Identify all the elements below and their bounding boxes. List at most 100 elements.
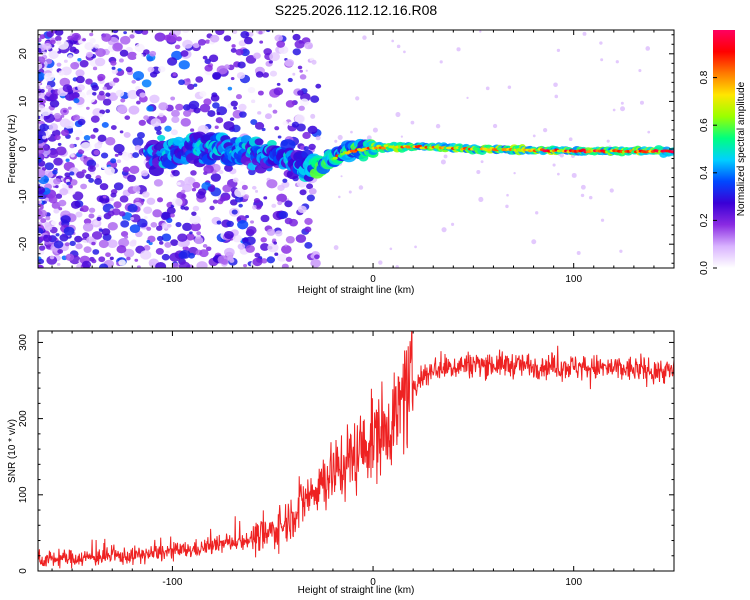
spectrogram-cell: [48, 123, 59, 131]
spectrogram-cell: [98, 228, 103, 232]
spectrogram-cell: [90, 134, 96, 139]
spectrogram-cell: [212, 71, 222, 80]
x-tick-label: 0: [370, 577, 376, 588]
spectrogram-cell: [308, 44, 313, 49]
spectrogram-cell: [250, 220, 254, 224]
spectrogram-cell: [43, 234, 52, 242]
spectrogram-cell: [202, 55, 208, 60]
spectrogram-cell: [284, 200, 293, 208]
spectrogram-cell: [142, 191, 150, 198]
spectrogram-cell: [62, 84, 73, 93]
spectrogram-cell: [202, 244, 208, 248]
spectrogram-cell: [157, 66, 166, 73]
spectrogram-cell: [83, 135, 91, 141]
spectrogram-cell: [134, 30, 143, 35]
spectrogram-cell: [391, 39, 394, 43]
spectrogram-cell: [98, 113, 103, 118]
spectrogram-cell: [383, 144, 389, 148]
spectrogram-cell: [134, 258, 139, 262]
spectrogram-cell: [238, 103, 247, 111]
spectrogram-cell: [291, 121, 300, 128]
colorbar-tick-label: 0.6: [699, 118, 710, 132]
spectrogram-cell: [86, 106, 90, 110]
spectrogram-cell: [181, 189, 186, 194]
snr-panel: -100 0 100 0 100 200 300 Height of straight l…: [7, 330, 675, 596]
spectrogram-cell: [127, 174, 136, 183]
spectrogram-cell: [154, 32, 166, 42]
spectrogram-cell: [112, 30, 119, 34]
spectrogram-cell: [298, 105, 305, 111]
spectrogram-cell: [167, 57, 178, 66]
spectrogram-cell: [156, 235, 164, 242]
spectrogram-cell: [119, 35, 131, 45]
spectrogram-cell: [190, 222, 202, 232]
spectrogram-cell: [96, 216, 102, 221]
spectrogram-cell: [285, 235, 295, 244]
spectrogram-cell: [238, 203, 243, 208]
spectrogram-cell: [58, 207, 63, 211]
spectrogram-cell: [84, 42, 95, 51]
spectrogram-cell: [89, 38, 96, 44]
spectrogram-cell: [67, 106, 72, 110]
spectrogram-cell: [204, 58, 212, 64]
spectrogram-cell: [75, 69, 85, 77]
spectrogram-cell: [553, 82, 558, 88]
spectrogram-cell: [65, 178, 70, 183]
spectrogram-cell: [111, 68, 118, 75]
spectrogram-cell: [188, 252, 195, 259]
spectrogram-cell: [253, 198, 261, 204]
spectrogram-cell: [231, 44, 236, 48]
spectrogram-cell: [669, 150, 674, 154]
spectrogram-cell: [315, 135, 321, 141]
spectrogram-cell: [480, 160, 484, 164]
spectrogram-cell: [240, 30, 250, 39]
spectrogram-cell: [75, 243, 83, 250]
spectrogram-cell: [91, 84, 99, 91]
x-tick-label: -100: [162, 577, 182, 588]
spectrogram-cell: [245, 244, 255, 253]
spectrogram-cell: [38, 264, 43, 268]
spectrogram-cell: [292, 48, 301, 56]
spectrogram-cell: [600, 218, 605, 222]
spectrogram-cell: [196, 261, 208, 268]
spectrogram-cell: [334, 139, 338, 143]
spectrogram-cell: [85, 78, 93, 85]
spectrogram-cell: [305, 69, 308, 72]
spectrogram-cell: [266, 179, 278, 189]
spectrogram-cell: [43, 72, 55, 82]
spectrogram-cell: [216, 112, 221, 116]
spectrogram-cell: [157, 197, 164, 203]
spectrogram-cell: [143, 206, 153, 214]
spectrogram-cell: [107, 222, 118, 231]
spectrogram-cell: [92, 249, 100, 255]
spectrogram-cell: [243, 263, 248, 268]
spectrogram-cell: [275, 230, 283, 237]
spectrogram-cell: [337, 134, 343, 140]
spectrogram-cell: [38, 200, 41, 204]
spectrogram-cell: [81, 169, 87, 174]
spectrogram-cell: [178, 79, 185, 86]
spectrogram-cell: [127, 89, 139, 100]
spectrogram-cell: [143, 115, 149, 121]
spectrogram-cell: [532, 134, 536, 138]
spectrogram-cell: [75, 136, 80, 141]
spectrogram-cell: [251, 99, 256, 104]
spectrogram-cell: [57, 249, 64, 254]
spectrogram-cell: [59, 234, 69, 242]
spectrogram-cell: [535, 211, 539, 215]
spectrogram-cell: [615, 60, 619, 64]
spectrogram-cell: [272, 109, 278, 114]
spectrogram-cell: [126, 256, 131, 261]
spectrogram-cell: [94, 142, 103, 149]
spectrogram-cell: [85, 173, 92, 179]
spectrogram-cell: [278, 211, 289, 219]
y-tick-label: -10: [18, 189, 29, 204]
spectrogram-cell: [252, 204, 257, 210]
spectrogram-cell: [268, 60, 273, 64]
spectrogram-cell: [165, 250, 170, 254]
spectrogram-cell: [149, 71, 158, 78]
spectrogram-cell: [258, 30, 263, 35]
spectrogram-cell: [218, 170, 224, 175]
spectrogram-cell: [396, 44, 401, 49]
spectrogram-cell: [257, 111, 262, 115]
